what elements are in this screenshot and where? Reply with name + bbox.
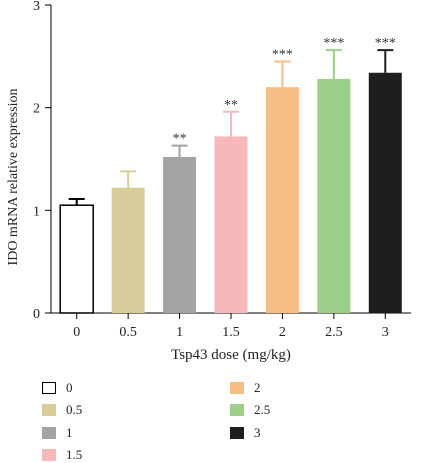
bar-2 bbox=[265, 87, 299, 313]
significance-label: *** bbox=[272, 47, 293, 62]
bar-3 bbox=[368, 72, 402, 313]
significance-label: ** bbox=[173, 132, 187, 147]
bar-2.5 bbox=[317, 78, 351, 313]
significance-label: *** bbox=[375, 36, 396, 51]
y-tick-label: 1 bbox=[33, 204, 40, 219]
x-tick-label: 2 bbox=[279, 325, 286, 340]
y-axis-label: IDO mRNA relative expression bbox=[6, 89, 21, 266]
y-tick-label: 2 bbox=[33, 102, 40, 117]
x-tick-label: 0.5 bbox=[119, 325, 137, 340]
x-tick-label: 1.5 bbox=[222, 325, 240, 340]
x-tick-label: 2.5 bbox=[325, 325, 343, 340]
y-tick-label: 0 bbox=[33, 307, 40, 322]
bar-1.5 bbox=[214, 136, 248, 313]
x-tick-label: 1 bbox=[176, 325, 183, 340]
y-tick-label: 3 bbox=[33, 0, 40, 14]
significance-label: ** bbox=[224, 98, 238, 113]
x-axis-label: Tsp43 dose (mg/kg) bbox=[171, 347, 291, 363]
x-tick-label: 0 bbox=[73, 325, 80, 340]
bar-1 bbox=[163, 156, 197, 313]
bar-0 bbox=[59, 204, 94, 314]
x-tick-label: 3 bbox=[382, 325, 389, 340]
bar-0.5 bbox=[111, 187, 145, 313]
significance-label: *** bbox=[323, 36, 344, 51]
